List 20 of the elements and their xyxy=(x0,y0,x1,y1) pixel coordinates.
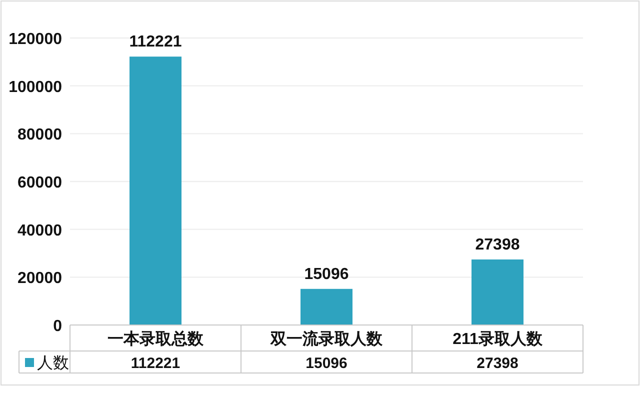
bar xyxy=(472,259,524,325)
legend-label: 人数 xyxy=(37,355,69,372)
annotation: 112221 xyxy=(129,34,182,51)
y-tick-label: 100000 xyxy=(8,78,62,96)
data-label: 112221 xyxy=(130,355,180,372)
x-tick-label: 双一流录取人数 xyxy=(270,329,384,348)
y-tick-label: 120000 xyxy=(8,31,62,48)
bar xyxy=(300,288,352,325)
data-label: 27398 xyxy=(476,355,518,372)
x-tick-label: 211录取人数 xyxy=(452,330,544,348)
data-label: 15096 xyxy=(306,355,348,372)
y-tick-label: 60000 xyxy=(18,174,62,192)
y-tick-label: 0 xyxy=(53,318,62,335)
annotation: 27398 xyxy=(475,236,520,254)
annotation: 15096 xyxy=(304,266,349,283)
x-tick-label: 一本录取总数 xyxy=(108,330,204,348)
y-tick-label: 80000 xyxy=(18,126,62,144)
bar xyxy=(130,56,182,325)
y-tick-label: 40000 xyxy=(18,222,62,240)
y-tick-label: 20000 xyxy=(18,270,62,288)
